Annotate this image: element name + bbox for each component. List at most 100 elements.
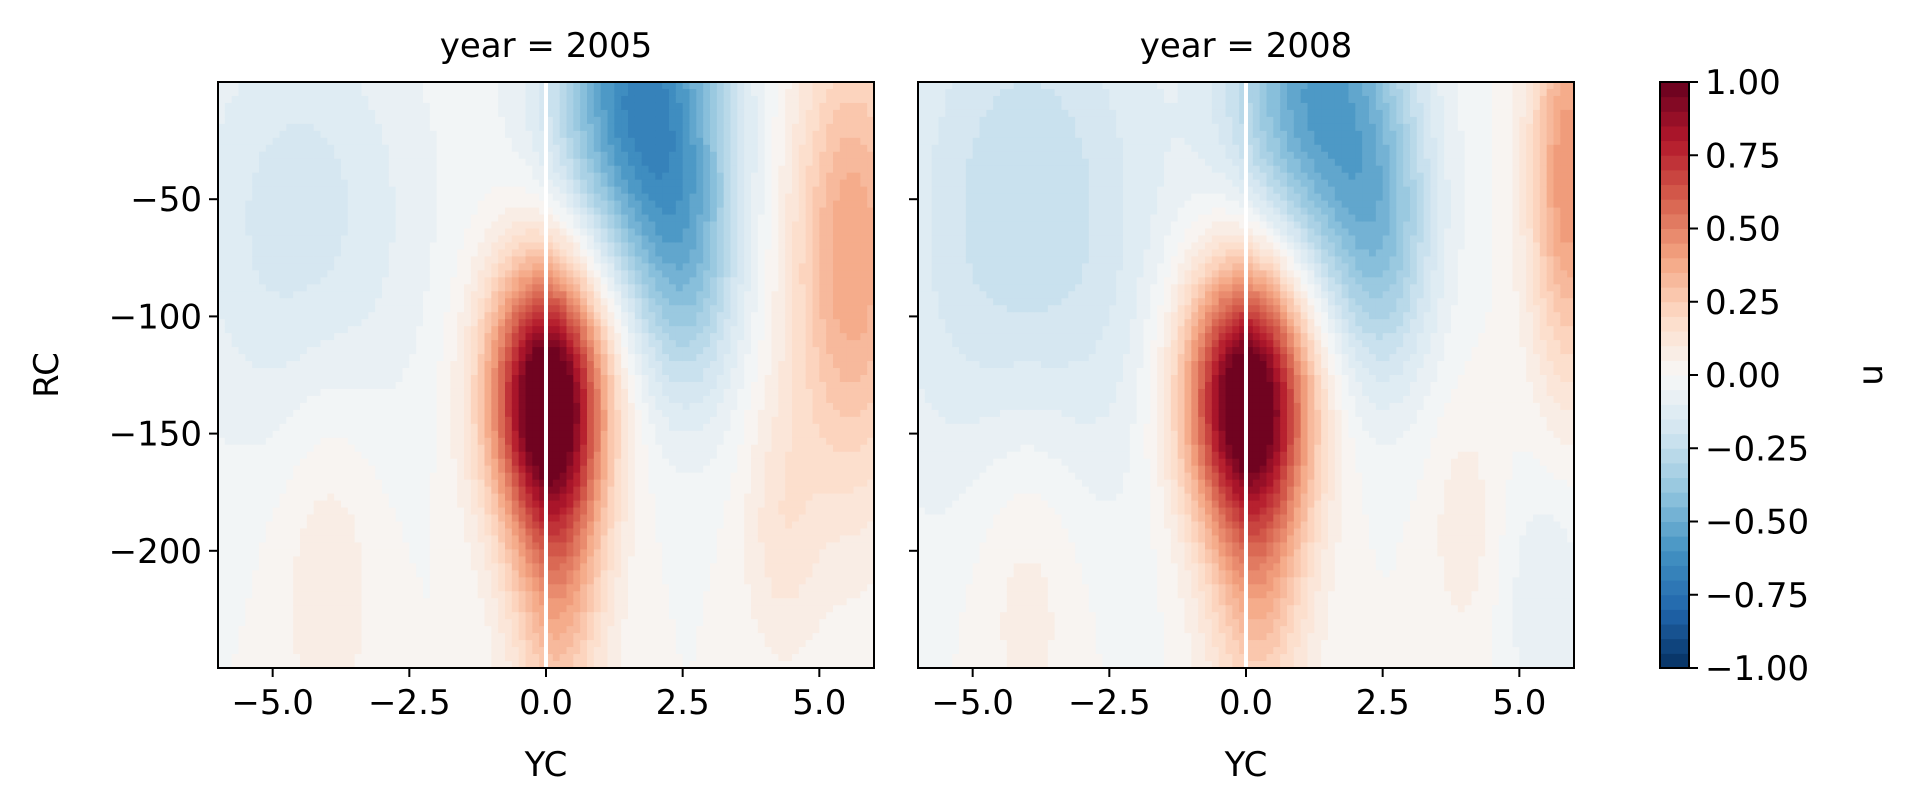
heatmap-cell xyxy=(511,186,520,195)
heatmap-cell xyxy=(388,95,397,104)
heatmap-cell xyxy=(286,123,294,132)
heatmap-cell xyxy=(238,242,246,251)
heatmap-cell xyxy=(511,102,520,111)
heatmap-cell xyxy=(484,563,492,571)
heatmap-cell xyxy=(293,381,301,390)
heatmap-cell xyxy=(402,347,410,355)
heatmap-cell xyxy=(224,151,233,160)
heatmap-cell xyxy=(306,472,315,481)
heatmap-cell xyxy=(252,207,260,216)
heatmap-cell xyxy=(470,549,479,557)
heatmap-cell xyxy=(539,584,547,592)
heatmap-cell xyxy=(341,312,349,320)
heatmap-cell xyxy=(511,444,520,453)
heatmap-cell xyxy=(375,472,383,481)
heatmap-cell xyxy=(245,102,253,111)
heatmap-cell xyxy=(450,235,458,244)
heatmap-cell xyxy=(573,277,581,285)
heatmap-cell xyxy=(286,270,294,278)
heatmap-cell xyxy=(265,528,274,537)
heatmap-cell xyxy=(334,612,342,620)
heatmap-cell xyxy=(327,340,335,348)
heatmap-cell xyxy=(580,479,588,488)
heatmap-cell xyxy=(327,102,335,111)
heatmap-cell xyxy=(395,549,404,557)
heatmap-cell xyxy=(429,242,438,251)
heatmap-cell xyxy=(245,347,253,355)
heatmap-cell xyxy=(293,591,301,599)
heatmap-cell xyxy=(259,109,267,118)
heatmap-cell xyxy=(293,88,301,97)
heatmap-cell xyxy=(539,151,547,160)
heatmap-cell xyxy=(559,319,568,327)
heatmap-cell xyxy=(464,151,472,160)
heatmap-cell xyxy=(552,661,561,668)
heatmap-cell xyxy=(511,179,520,188)
heatmap-cell xyxy=(347,221,356,230)
heatmap-cell xyxy=(354,172,363,181)
heatmap-cell xyxy=(402,416,410,425)
heatmap-cell xyxy=(320,479,328,488)
heatmap-cell xyxy=(559,123,568,132)
heatmap-cell xyxy=(457,465,465,474)
heatmap-cell xyxy=(382,312,390,320)
heatmap-cell xyxy=(245,298,253,306)
heatmap-cell xyxy=(361,493,369,502)
heatmap-cell xyxy=(464,437,472,446)
heatmap-cell xyxy=(238,416,246,425)
heatmap-cell xyxy=(457,291,465,299)
heatmap-cell xyxy=(416,82,424,90)
heatmap-cell xyxy=(600,437,609,446)
heatmap-cell xyxy=(286,137,294,146)
heatmap-cell xyxy=(546,109,554,118)
heatmap-cell xyxy=(224,291,233,299)
heatmap-cell xyxy=(347,144,356,153)
heatmap-cell xyxy=(245,388,253,397)
heatmap-cell xyxy=(347,172,356,181)
heatmap-cell xyxy=(546,270,554,278)
heatmap-cell xyxy=(491,102,499,111)
heatmap-cell xyxy=(347,277,356,285)
heatmap-cell xyxy=(484,228,492,237)
heatmap-cell xyxy=(265,402,274,411)
heatmap-cell xyxy=(245,158,253,167)
heatmap-cell xyxy=(498,102,506,111)
heatmap-cell xyxy=(511,626,520,634)
heatmap-cell xyxy=(409,465,417,474)
heatmap-cell xyxy=(600,298,609,306)
heatmap-cell xyxy=(539,619,547,627)
heatmap-cell xyxy=(395,235,404,244)
heatmap-cell xyxy=(218,563,226,571)
heatmap-cell xyxy=(457,556,465,564)
heatmap-cell xyxy=(293,368,301,376)
heatmap-cell xyxy=(593,381,602,390)
heatmap-cell xyxy=(552,395,561,404)
heatmap-cell xyxy=(395,193,404,202)
heatmap-cell xyxy=(395,130,404,139)
heatmap-cell xyxy=(511,158,520,167)
heatmap-cell xyxy=(265,88,274,97)
heatmap-cell xyxy=(436,654,445,662)
heatmap-cell xyxy=(313,130,322,139)
heatmap-cell xyxy=(607,165,615,174)
heatmap-cell xyxy=(436,647,445,655)
heatmap-cell xyxy=(559,235,568,244)
heatmap-cell xyxy=(457,584,465,592)
heatmap-cell xyxy=(566,172,574,181)
heatmap-cell xyxy=(265,409,274,418)
heatmap-cell xyxy=(511,172,520,181)
heatmap-cell xyxy=(368,542,376,551)
heatmap-cell xyxy=(532,430,540,439)
heatmap-cell xyxy=(477,521,486,530)
heatmap-cell xyxy=(477,305,486,313)
heatmap-cell xyxy=(402,451,410,460)
heatmap-cell xyxy=(224,647,233,655)
heatmap-cell xyxy=(436,340,445,348)
heatmap-cell xyxy=(286,235,294,244)
heatmap-cell xyxy=(368,144,376,153)
heatmap-cell xyxy=(464,542,472,551)
heatmap-cell xyxy=(429,319,438,327)
heatmap-cell xyxy=(587,263,595,271)
heatmap-cell xyxy=(272,368,281,376)
heatmap-cell xyxy=(218,619,226,627)
